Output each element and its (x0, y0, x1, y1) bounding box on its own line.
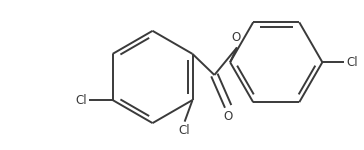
Text: Cl: Cl (346, 56, 357, 69)
Text: O: O (232, 31, 241, 44)
Text: O: O (223, 110, 233, 123)
Text: Cl: Cl (179, 124, 190, 137)
Text: Cl: Cl (75, 94, 87, 106)
